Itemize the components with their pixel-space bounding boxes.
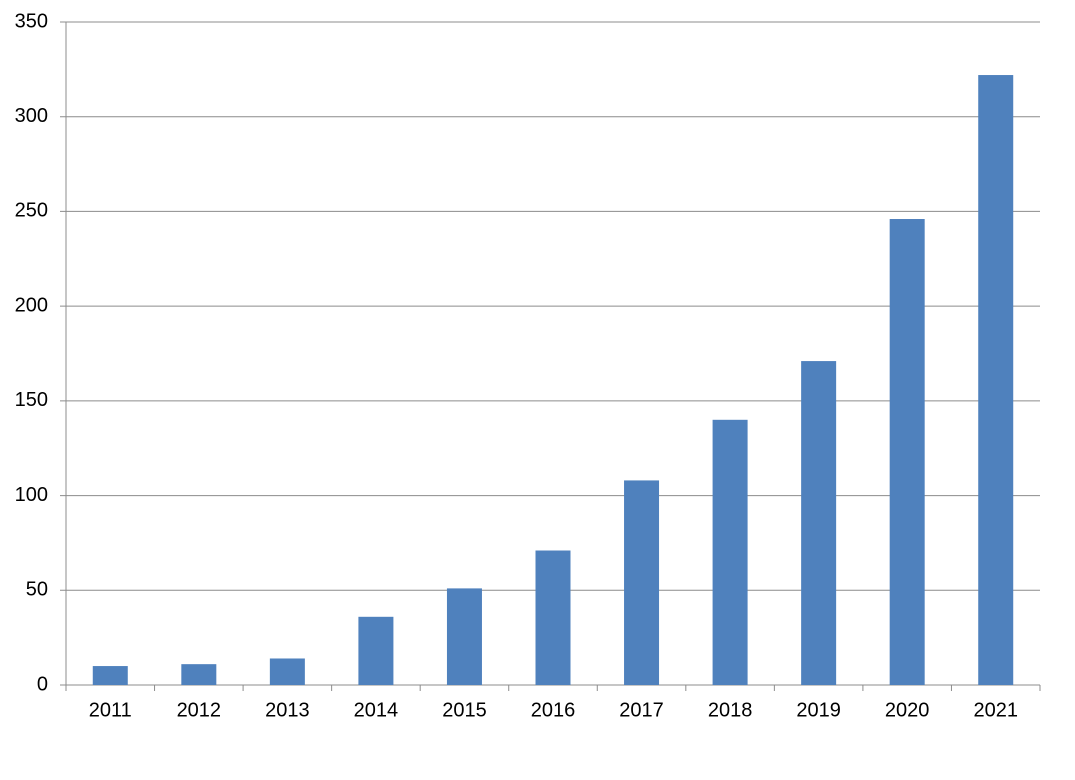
bar bbox=[712, 419, 748, 685]
bar bbox=[978, 75, 1014, 686]
y-tick-label: 50 bbox=[26, 579, 48, 601]
bar bbox=[801, 361, 837, 685]
x-tick-label: 2017 bbox=[619, 699, 664, 721]
x-tick-label: 2013 bbox=[265, 699, 310, 721]
x-tick-label: 2014 bbox=[354, 699, 399, 721]
y-tick-label: 0 bbox=[37, 673, 48, 695]
x-tick-label: 2018 bbox=[708, 699, 753, 721]
y-tick-label: 200 bbox=[15, 294, 48, 316]
bar bbox=[181, 664, 217, 685]
y-tick-label: 250 bbox=[15, 200, 48, 222]
bar bbox=[92, 666, 128, 685]
bar bbox=[624, 480, 660, 685]
bar bbox=[535, 550, 571, 685]
bar bbox=[358, 616, 394, 685]
bar bbox=[446, 588, 482, 685]
bar bbox=[889, 219, 925, 685]
x-tick-label: 2015 bbox=[442, 699, 487, 721]
y-tick-label: 150 bbox=[15, 389, 48, 411]
x-tick-label: 2012 bbox=[177, 699, 222, 721]
x-tick-label: 2020 bbox=[885, 699, 930, 721]
bar bbox=[269, 658, 305, 685]
y-tick-label: 300 bbox=[15, 105, 48, 127]
y-tick-label: 350 bbox=[15, 10, 48, 32]
y-tick-label: 100 bbox=[15, 484, 48, 506]
x-tick-label: 2021 bbox=[973, 699, 1018, 721]
x-tick-label: 2011 bbox=[89, 699, 132, 721]
x-tick-label: 2019 bbox=[796, 699, 841, 721]
x-tick-label: 2016 bbox=[531, 699, 576, 721]
